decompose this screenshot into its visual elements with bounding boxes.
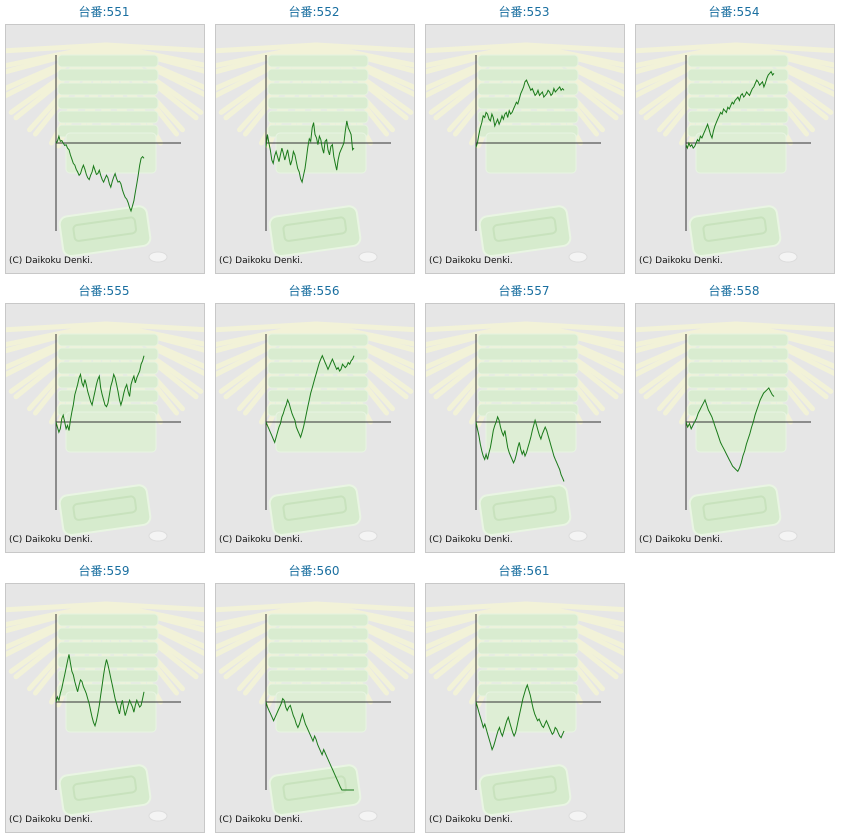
machine-watermark (636, 42, 834, 263)
chart-cell: 台番:554 (C) Daikoku Denki. (634, 2, 835, 274)
series-line (475, 683, 565, 752)
series-line (685, 387, 775, 473)
chart-cell: 台番:559 (C) Daikoku Denki. (4, 561, 205, 833)
line-chart (6, 601, 204, 822)
series-line (265, 697, 354, 791)
copyright-text: (C) Daikoku Denki. (639, 256, 723, 266)
copyright-text: (C) Daikoku Denki. (639, 535, 723, 545)
chart-cell: 台番:552 (C) Daikoku Denki. (214, 2, 415, 274)
machine-watermark (426, 42, 624, 263)
chart-panel: (C) Daikoku Denki. (635, 24, 835, 274)
series-line (475, 79, 565, 148)
line-chart (636, 321, 834, 542)
machine-watermark (216, 601, 414, 822)
chart-panel: (C) Daikoku Denki. (5, 24, 205, 274)
copyright-text: (C) Daikoku Denki. (429, 535, 513, 545)
chart-title[interactable]: 台番:552 (288, 5, 340, 19)
copyright-text: (C) Daikoku Denki. (219, 535, 303, 545)
copyright-text: (C) Daikoku Denki. (219, 256, 303, 266)
chart-title[interactable]: 台番:559 (78, 564, 130, 578)
copyright-text: (C) Daikoku Denki. (429, 256, 513, 266)
line-chart (216, 601, 414, 822)
copyright-text: (C) Daikoku Denki. (9, 256, 93, 266)
chart-cell: 台番:556 (C) Daikoku Denki. (214, 281, 415, 553)
copyright-text: (C) Daikoku Denki. (219, 815, 303, 825)
chart-title[interactable]: 台番:558 (708, 284, 760, 298)
chart-cell: 台番:553 (C) Daikoku Denki. (424, 2, 625, 274)
line-chart (216, 42, 414, 263)
machine-watermark (636, 321, 834, 542)
chart-panel: (C) Daikoku Denki. (425, 24, 625, 274)
chart-title[interactable]: 台番:556 (288, 284, 340, 298)
chart-title[interactable]: 台番:560 (288, 564, 340, 578)
series-line (55, 654, 145, 728)
line-chart (6, 42, 204, 263)
copyright-text: (C) Daikoku Denki. (429, 815, 513, 825)
machine-watermark (6, 321, 204, 542)
chart-cell: 台番:561 (C) Daikoku Denki. (424, 561, 625, 833)
chart-panel: (C) Daikoku Denki. (215, 303, 415, 553)
chart-panel: (C) Daikoku Denki. (425, 583, 625, 833)
chart-cell: 台番:557 (C) Daikoku Denki. (424, 281, 625, 553)
machine-watermark (6, 601, 204, 822)
series-line (475, 415, 565, 482)
line-chart (426, 321, 624, 542)
machine-watermark (216, 321, 414, 542)
chart-panel: (C) Daikoku Denki. (215, 583, 415, 833)
series-line (55, 134, 145, 213)
chart-panel: (C) Daikoku Denki. (215, 24, 415, 274)
chart-title[interactable]: 台番:551 (78, 5, 130, 19)
line-chart (426, 601, 624, 822)
chart-title[interactable]: 台番:555 (78, 284, 130, 298)
chart-panel: (C) Daikoku Denki. (425, 303, 625, 553)
line-chart (636, 42, 834, 263)
chart-cell: 台番:555 (C) Daikoku Denki. (4, 281, 205, 553)
chart-title[interactable]: 台番:561 (498, 564, 550, 578)
chart-cell: 台番:560 (C) Daikoku Denki. (214, 561, 415, 833)
chart-cell: 台番:551 (C) Daikoku Denki. (4, 2, 205, 274)
chart-title[interactable]: 台番:554 (708, 5, 760, 19)
machine-watermark (6, 42, 204, 263)
copyright-text: (C) Daikoku Denki. (9, 815, 93, 825)
chart-title[interactable]: 台番:557 (498, 284, 550, 298)
series-line (265, 354, 355, 444)
line-chart (216, 321, 414, 542)
copyright-text: (C) Daikoku Denki. (9, 535, 93, 545)
machine-watermark (426, 321, 624, 542)
line-chart (6, 321, 204, 542)
machine-watermark (426, 601, 624, 822)
chart-cell: 台番:558 (C) Daikoku Denki. (634, 281, 835, 553)
chart-panel: (C) Daikoku Denki. (5, 583, 205, 833)
machine-watermark (216, 42, 414, 263)
series-line (685, 70, 775, 150)
series-line (55, 355, 145, 434)
line-chart (426, 42, 624, 263)
series-line (265, 120, 355, 184)
chart-panel: (C) Daikoku Denki. (635, 303, 835, 553)
chart-title[interactable]: 台番:553 (498, 5, 550, 19)
chart-panel: (C) Daikoku Denki. (5, 303, 205, 553)
